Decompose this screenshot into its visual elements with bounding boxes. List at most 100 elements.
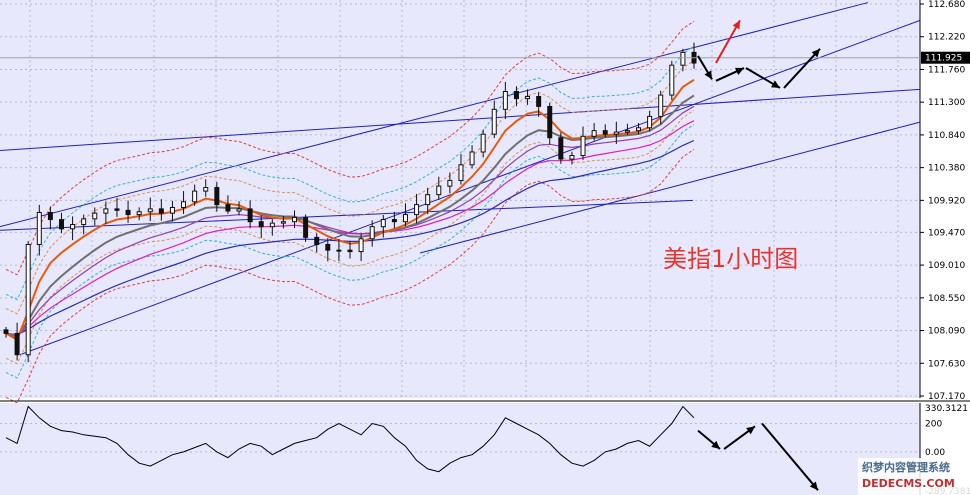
candle-body — [70, 224, 76, 230]
price-tick-label: 110.380 — [928, 164, 965, 174]
arrow-head — [746, 426, 755, 435]
price-candle — [669, 60, 675, 100]
oscillator-tick-label: 200 — [925, 419, 942, 429]
price-candle — [258, 215, 264, 238]
candle-body — [647, 115, 653, 129]
candle-body — [158, 208, 164, 214]
candle-body — [624, 130, 630, 133]
price-candle — [425, 187, 431, 215]
candle-body — [58, 219, 64, 230]
candle-body — [569, 155, 575, 160]
price-candle — [103, 201, 109, 224]
candle-body — [513, 91, 519, 100]
price-candle — [214, 181, 220, 212]
price-pane: 112.680 112.220 111.760 111.300 110.840 110.3… — [0, 0, 970, 404]
candle-body — [636, 127, 642, 132]
price-candle — [513, 86, 519, 107]
price-tick-label: 108.090 — [928, 327, 965, 337]
price-candle — [3, 326, 9, 338]
candle-body — [103, 208, 109, 214]
arrow-shaft — [783, 48, 821, 89]
candle-body — [469, 151, 475, 166]
candle-body — [369, 226, 375, 240]
oscillator-line — [5, 405, 695, 473]
price-candle — [369, 220, 375, 247]
price-candle — [602, 124, 608, 138]
candle-body — [169, 206, 175, 214]
oscillator-grid — [0, 422, 920, 453]
price-candle — [181, 191, 187, 214]
candle-body — [480, 133, 486, 153]
price-candle — [458, 153, 464, 185]
candle-body — [203, 187, 209, 192]
candle-body — [491, 108, 497, 135]
price-candle — [624, 123, 630, 136]
price-candle — [158, 199, 164, 221]
price-candle — [380, 215, 386, 238]
candle-body — [580, 135, 586, 157]
candle-body — [192, 190, 198, 203]
arrow-head — [732, 20, 740, 30]
candle-body — [181, 201, 187, 208]
candle-body — [669, 64, 675, 96]
current-price-label: 111.925 — [925, 54, 962, 64]
price-candle — [491, 100, 497, 139]
arrow-head — [811, 48, 820, 58]
candle-body — [314, 236, 320, 245]
price-candle — [447, 172, 453, 194]
current-price-marker: 111.925 — [921, 51, 970, 64]
oscillator-tick-label: 330.3121 — [925, 404, 968, 414]
price-candle — [569, 151, 575, 165]
candle-body — [325, 243, 331, 251]
price-candle — [280, 216, 286, 229]
candle-body — [458, 164, 464, 181]
price-candle — [502, 81, 508, 120]
price-candle — [547, 102, 553, 145]
price-candle — [136, 207, 142, 221]
bollinger-band-line — [5, 148, 695, 404]
arrow-head — [711, 440, 720, 450]
price-candle — [325, 238, 331, 262]
price-candle — [36, 204, 42, 256]
price-candle — [658, 90, 664, 125]
price-tick-label: 111.300 — [928, 98, 965, 108]
price-candle — [480, 129, 486, 158]
candle-body — [414, 204, 420, 216]
price-candle — [647, 110, 653, 132]
forecast-arrow-up — [783, 48, 821, 89]
price-candle — [192, 184, 198, 206]
price-candle — [58, 212, 64, 234]
price-candle — [114, 197, 120, 217]
candle-body — [125, 209, 131, 216]
arrow-shaft — [715, 19, 741, 64]
arrow-head — [704, 70, 712, 80]
candle-body — [536, 95, 542, 107]
oscillator-background — [0, 403, 920, 495]
forecast-arrow-down — [745, 67, 781, 89]
price-tick-label: 107.630 — [928, 359, 965, 369]
price-candle — [391, 211, 397, 229]
price-candle — [347, 241, 353, 259]
candle-body — [280, 221, 286, 224]
price-candle — [125, 200, 131, 223]
price-candle — [336, 238, 342, 261]
candle-body — [680, 51, 686, 66]
oscillator-forecast-arrows — [697, 422, 819, 491]
arrow-head — [809, 481, 818, 491]
candle-body — [602, 130, 608, 135]
price-candle — [558, 132, 564, 164]
candle-body — [525, 95, 531, 100]
candle-body — [236, 208, 242, 212]
price-tick-label: 112.680 — [928, 0, 965, 10]
candle-body — [269, 222, 275, 228]
price-candle — [636, 123, 642, 135]
arrow-head — [771, 80, 780, 88]
lower-channel-line — [19, 19, 921, 356]
price-candle — [536, 92, 542, 117]
candle-body — [14, 332, 20, 356]
price-candle — [358, 233, 364, 261]
candle-body — [81, 218, 87, 226]
candle-body — [247, 208, 253, 223]
